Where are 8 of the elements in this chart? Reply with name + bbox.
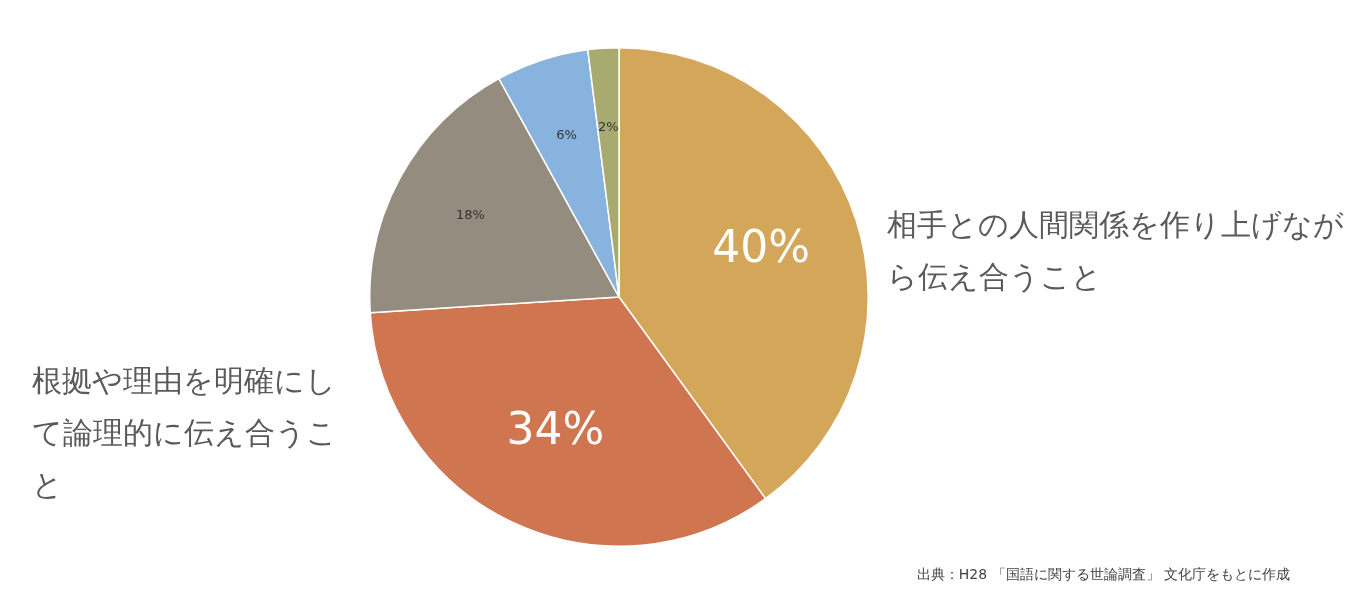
source-note: 出典：H28 「国語に関する世論調査」 文化庁をもとに作成 — [916, 566, 1290, 584]
data-label: 34% — [506, 402, 605, 454]
data-label: 6% — [556, 127, 577, 143]
data-label: 2% — [598, 119, 619, 135]
data-label: 40% — [712, 221, 811, 273]
slice-label: 根拠や理由を明確にして論理的に伝え合うこと — [32, 361, 338, 504]
slice-label: 相手との人間関係を作り上げながら伝え合うこと — [887, 205, 1345, 296]
data-label: 18% — [456, 206, 485, 222]
